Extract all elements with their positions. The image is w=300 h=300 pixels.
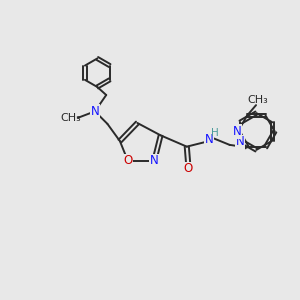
Text: N: N: [150, 154, 159, 167]
Text: N: N: [91, 105, 99, 118]
Text: CH₃: CH₃: [247, 95, 268, 105]
Text: O: O: [184, 162, 193, 175]
Text: O: O: [123, 154, 133, 167]
Text: N: N: [236, 135, 244, 148]
Text: CH₃: CH₃: [61, 113, 82, 124]
Text: N: N: [233, 125, 242, 138]
Text: N: N: [204, 133, 213, 146]
Text: H: H: [212, 128, 219, 138]
